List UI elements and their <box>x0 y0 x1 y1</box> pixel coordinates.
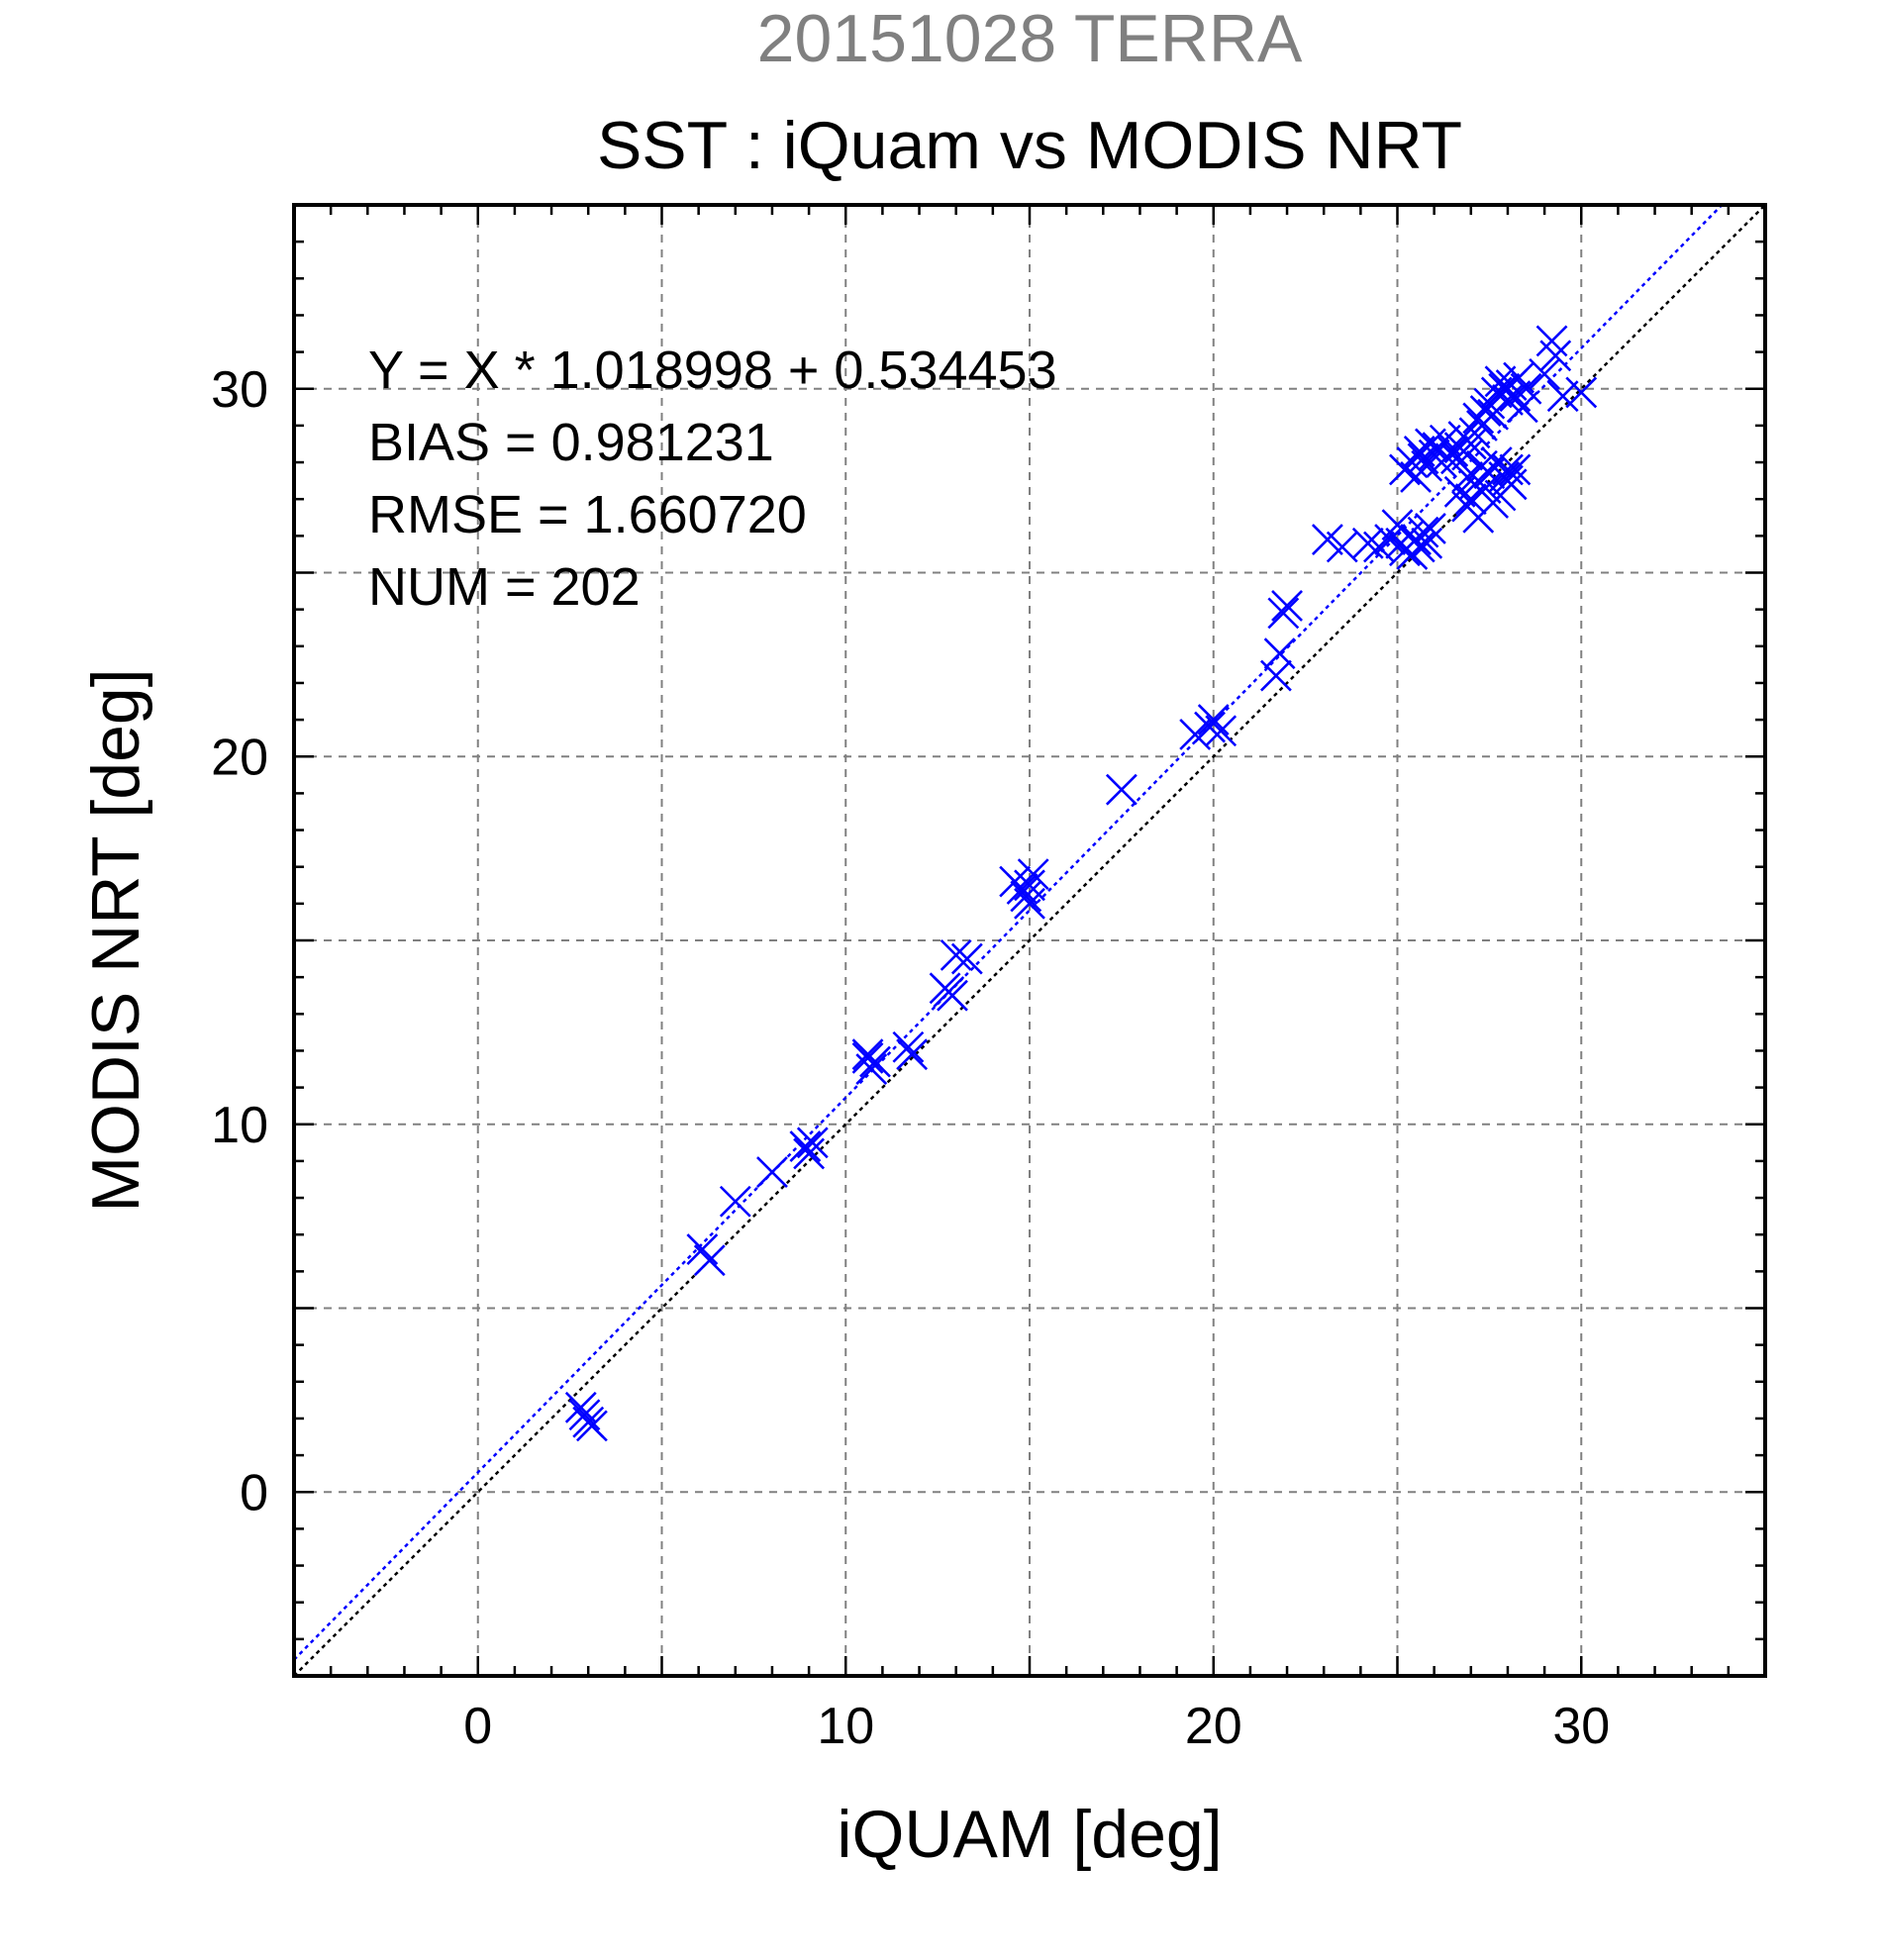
data-point <box>1263 637 1296 670</box>
data-point <box>1205 715 1238 747</box>
plot-frame <box>292 203 1767 1678</box>
data-point <box>1506 391 1538 424</box>
data-point <box>1006 873 1039 905</box>
data-point <box>892 1030 925 1063</box>
data-point <box>1539 340 1572 372</box>
tick-labels: 0 10 20 30 0 10 20 30 <box>211 361 1610 1755</box>
data-point <box>1546 380 1579 413</box>
reference-lines <box>293 204 1766 1677</box>
data-point <box>1565 376 1598 409</box>
x-tick-label: 20 <box>1185 1698 1242 1755</box>
data-point <box>929 972 961 1005</box>
data-point <box>756 1156 788 1188</box>
rmse-value: RMSE = 1.660720 <box>368 485 807 544</box>
x-tick-label: 10 <box>817 1698 874 1755</box>
data-point <box>1014 869 1045 902</box>
chart-date-title: 20151028 TERRA <box>757 1 1303 76</box>
data-point <box>1010 880 1042 913</box>
data-point <box>1415 513 1446 544</box>
data-point <box>1179 719 1212 750</box>
reference-line-1to1 <box>293 204 1766 1677</box>
fit-equation: Y = X * 1.018998 + 0.534453 <box>368 341 1057 400</box>
data-point <box>564 1391 597 1423</box>
y-tick-label: 10 <box>211 1097 268 1154</box>
data-point <box>1454 428 1487 460</box>
stats-annotation: Y = X * 1.018998 + 0.534453 BIAS = 0.981… <box>368 341 1057 617</box>
data-point <box>1492 453 1524 486</box>
data-points <box>564 325 1598 1442</box>
data-point <box>793 1137 826 1170</box>
grid-lines <box>294 205 1765 1676</box>
data-point <box>1407 442 1439 475</box>
data-point <box>575 1410 608 1442</box>
regression-fit-line <box>293 204 1724 1661</box>
data-point <box>1374 524 1406 555</box>
x-axis-label: iQUAM [deg] <box>837 1797 1222 1872</box>
data-point <box>719 1185 751 1218</box>
data-point <box>1469 395 1502 427</box>
data-point <box>1312 524 1343 555</box>
num-value: NUM = 202 <box>368 557 641 617</box>
data-point <box>1194 711 1226 743</box>
data-point <box>851 1038 884 1071</box>
y-tick-label: 20 <box>211 729 268 786</box>
data-point <box>940 938 972 971</box>
data-point <box>693 1244 726 1277</box>
data-point <box>789 1130 822 1162</box>
x-tick-label: 30 <box>1552 1698 1610 1755</box>
data-point <box>1443 475 1476 508</box>
data-point <box>851 1041 884 1074</box>
data-point <box>1451 439 1483 471</box>
data-point <box>1529 357 1561 390</box>
data-point <box>1407 516 1439 548</box>
data-point <box>796 1127 829 1159</box>
data-point <box>1271 590 1303 622</box>
data-point <box>950 942 983 975</box>
data-point <box>1267 597 1300 630</box>
y-tick-label: 30 <box>211 361 268 419</box>
bias-value: BIAS = 0.981231 <box>368 413 774 472</box>
y-tick-label: 0 <box>240 1464 268 1521</box>
data-point <box>1105 773 1138 806</box>
data-point <box>1510 372 1542 405</box>
x-tick-label: 0 <box>463 1698 492 1755</box>
chart-title: SST : iQuam vs MODIS NRT <box>597 108 1462 183</box>
data-point <box>1326 531 1358 563</box>
axis-ticks <box>292 203 1767 1678</box>
data-point <box>1017 858 1049 891</box>
y-axis-label: MODIS NRT [deg] <box>78 668 153 1212</box>
data-point <box>896 1038 929 1071</box>
data-point <box>1488 460 1521 493</box>
